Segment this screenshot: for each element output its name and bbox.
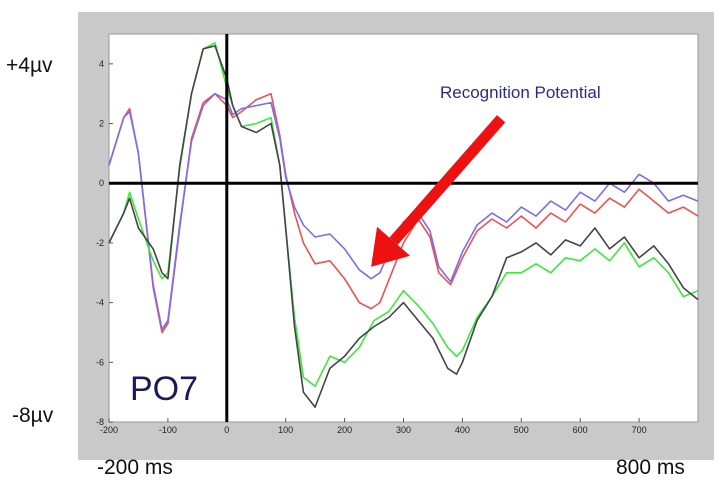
x-max-label: 800 ms [616,456,685,479]
annotation-label: Recognition Potential [440,83,601,102]
x-tick-label: 500 [514,425,529,435]
x-tick-label: 600 [573,425,588,435]
x-tick-label: 0 [224,425,229,435]
x-tick-label: -100 [159,425,177,435]
x-min-label: -200 ms [97,456,173,479]
y-tick-label: -8 [96,417,104,427]
x-tick-label: 300 [396,425,411,435]
y-tick-label: -2 [96,238,104,248]
y-tick-label: 0 [99,178,104,188]
x-tick-label: 400 [455,425,470,435]
y-min-label: -8µv [12,404,54,427]
x-tick-label: 200 [337,425,352,435]
series-line-black [108,45,699,408]
y-tick-label: -6 [96,357,104,367]
x-tick-label: 700 [632,425,647,435]
series-line-green [108,42,699,388]
y-tick-label: 4 [99,59,104,69]
annotation-arrow-shaft [389,115,506,245]
y-tick-label: 2 [99,119,104,129]
series-line-red [108,92,699,334]
annotation-arrow-head [371,226,411,267]
y-tick-label: -4 [96,298,104,308]
y-max-label: +4µv [6,54,53,77]
x-tick-label: 100 [278,425,293,435]
x-tick-label: -200 [100,425,118,435]
electrode-label: PO7 [130,370,198,408]
series-line-blue [108,92,699,331]
